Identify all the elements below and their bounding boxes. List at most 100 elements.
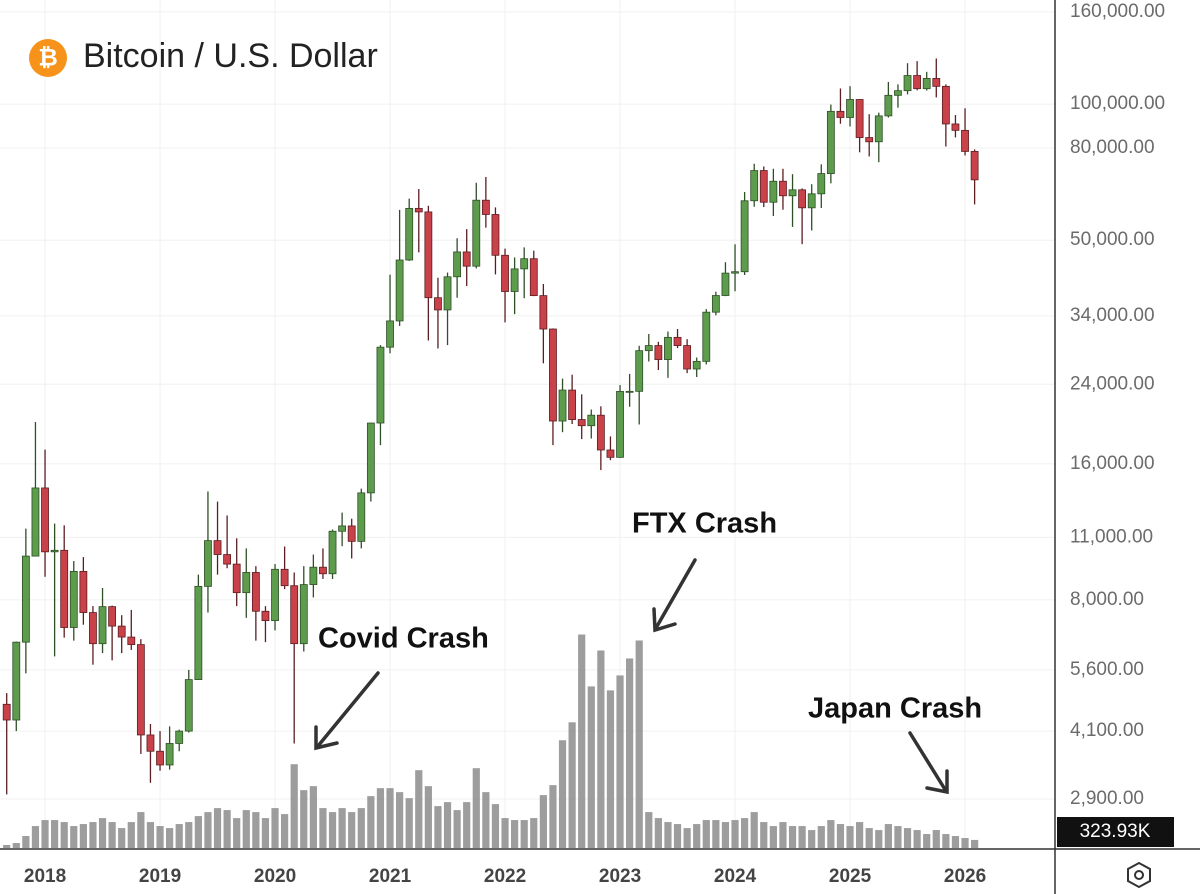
candle-body (117, 625, 126, 638)
volume-bar (712, 820, 720, 848)
volume-bar (769, 826, 777, 848)
candle-body (146, 734, 155, 752)
y-tick-label: 11,000.00 (1070, 526, 1153, 547)
x-tick-label: 2022 (484, 866, 526, 887)
candle-body (874, 115, 883, 143)
candle-body (481, 199, 490, 215)
volume-bar (424, 786, 432, 848)
volume-bar (827, 820, 835, 848)
candle-body (376, 346, 385, 424)
candle-body (788, 189, 797, 197)
volume-bar (913, 830, 921, 848)
candle-body (606, 449, 615, 458)
candle-body (577, 419, 586, 427)
volume-bar (491, 804, 500, 848)
candle-body (961, 129, 969, 152)
volume-bar (817, 826, 825, 848)
candle-body (69, 570, 78, 628)
candle-body (434, 297, 442, 311)
volume-bar (434, 806, 442, 848)
volume-bar (856, 822, 864, 848)
candle-body (232, 563, 241, 594)
volume-bar (31, 826, 40, 848)
annotation: FTX Crash (632, 508, 777, 540)
candle-body (568, 389, 577, 420)
volume-bar (309, 786, 317, 848)
volume-bar (951, 836, 960, 848)
candle-body (108, 606, 117, 627)
volume-bar (118, 828, 126, 848)
volume-bar (242, 810, 250, 848)
candle-body (711, 295, 720, 313)
candle-body (491, 214, 500, 256)
candle-body (740, 200, 749, 273)
volume-bar (482, 792, 490, 848)
volume-bar (89, 822, 97, 848)
volume-bars (3, 634, 979, 848)
volume-bar (386, 788, 394, 848)
volume-bar (788, 826, 797, 848)
y-tick-label: 100,000.00 (1070, 93, 1165, 114)
volume-bar (923, 834, 931, 848)
volume-bar (60, 822, 68, 848)
candle-body (529, 258, 538, 297)
candle-body (175, 730, 184, 744)
annotation-arrows (314, 558, 949, 795)
candle-body (319, 566, 327, 575)
volume-bar (70, 826, 78, 848)
volume-bar (472, 768, 480, 848)
candle-body (750, 170, 759, 202)
candle-body (549, 328, 557, 422)
volume-bar (750, 812, 758, 848)
candle-body (501, 254, 509, 292)
volume-bar (702, 820, 710, 848)
volume-bar (568, 722, 576, 848)
volume-bar (664, 822, 672, 848)
settings-dot[interactable] (1134, 870, 1144, 880)
candle-body (664, 336, 672, 360)
candle-body (721, 272, 730, 296)
candle-body (673, 336, 682, 346)
volume-bar (894, 826, 902, 848)
candle-body (922, 78, 931, 90)
volume-bar (539, 795, 547, 848)
candle-body (280, 568, 289, 587)
arrow-head (652, 607, 677, 633)
candle-body (156, 750, 164, 766)
candle-body (31, 487, 40, 557)
settings-hexagon[interactable] (1127, 861, 1151, 889)
volume-bar (673, 824, 682, 848)
candle-body (136, 644, 145, 736)
candle-body (596, 414, 605, 451)
volume-bar (520, 820, 528, 848)
annotation: Covid Crash (318, 623, 489, 655)
candle-body (558, 389, 567, 422)
candle-body (846, 99, 854, 118)
candle-body (539, 295, 548, 330)
volume-bar (194, 816, 202, 848)
candle-body (204, 540, 212, 587)
volume-bar (578, 634, 586, 848)
settings-icon[interactable] (1127, 861, 1151, 889)
candle-body (251, 572, 260, 612)
candle-body (826, 110, 835, 174)
volume-bar (971, 839, 979, 848)
candle-body (654, 345, 663, 360)
candle-body (683, 345, 692, 370)
x-tick-label: 2025 (829, 866, 872, 887)
volume-bar (405, 798, 413, 848)
candle-body (520, 258, 529, 270)
volume-bar (779, 822, 787, 848)
candle-body (271, 568, 279, 621)
volume-bar (300, 790, 308, 848)
volume-bar (223, 810, 231, 848)
volume-bar (3, 845, 11, 848)
volume-bar (415, 770, 423, 848)
volume-bar (348, 812, 356, 848)
candle-body (184, 679, 193, 732)
grid (0, 0, 1055, 848)
volume-bar (846, 826, 854, 848)
volume-bar (903, 828, 912, 848)
volume-bar (127, 822, 135, 848)
